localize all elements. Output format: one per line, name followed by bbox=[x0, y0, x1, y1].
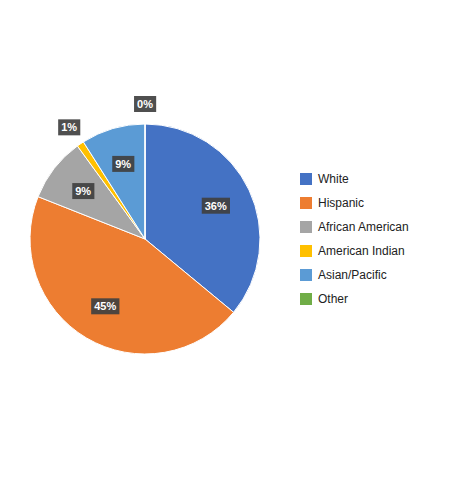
data-label: 45% bbox=[94, 300, 116, 312]
data-label: 0% bbox=[137, 98, 153, 110]
legend-swatch bbox=[300, 269, 312, 281]
legend-item: American Indian bbox=[300, 244, 405, 258]
data-label-bg bbox=[72, 183, 94, 199]
data-label-group: 9% bbox=[72, 183, 94, 199]
data-label-group: 45% bbox=[91, 298, 119, 314]
data-label-bg bbox=[112, 156, 134, 172]
data-label-group: 0% bbox=[134, 96, 156, 112]
data-label: 9% bbox=[75, 185, 91, 197]
data-label: 9% bbox=[115, 158, 131, 170]
data-label: 36% bbox=[205, 200, 227, 212]
legend-item: African American bbox=[300, 220, 409, 234]
data-label-group: 9% bbox=[112, 156, 134, 172]
legend-label: Asian/Pacific bbox=[318, 268, 387, 282]
data-label-bg bbox=[202, 198, 230, 214]
data-label-bg bbox=[91, 298, 119, 314]
slices bbox=[30, 124, 260, 354]
legend-swatch bbox=[300, 293, 312, 305]
legend-label: American Indian bbox=[318, 244, 405, 258]
legend-item: Asian/Pacific bbox=[300, 268, 387, 282]
legend-swatch bbox=[300, 197, 312, 209]
legend-swatch bbox=[300, 173, 312, 185]
legend-swatch bbox=[300, 245, 312, 257]
pie: 36% 45% 9% 1% 9% 0% bbox=[30, 96, 260, 354]
legend-item: White bbox=[300, 172, 349, 186]
data-label: 1% bbox=[61, 121, 77, 133]
chart-root: 36% 45% 9% 1% 9% 0% White Hispanic African Ameri… bbox=[0, 0, 474, 478]
legend-label: African American bbox=[318, 220, 409, 234]
data-label-group: 1% bbox=[58, 119, 80, 135]
data-label-group: 36% bbox=[202, 198, 230, 214]
legend-item: Hispanic bbox=[300, 196, 364, 210]
legend: White Hispanic African American American In… bbox=[300, 172, 409, 306]
legend-item: Other bbox=[300, 292, 348, 306]
legend-label: White bbox=[318, 172, 349, 186]
legend-swatch bbox=[300, 221, 312, 233]
legend-label: Hispanic bbox=[318, 196, 364, 210]
pie-slice bbox=[145, 124, 146, 239]
legend-label: Other bbox=[318, 292, 348, 306]
pie-slice bbox=[83, 124, 145, 239]
data-labels: 36% 45% 9% 1% 9% 0% bbox=[58, 96, 230, 314]
data-label-bg bbox=[58, 119, 80, 135]
data-label-bg bbox=[134, 96, 156, 112]
